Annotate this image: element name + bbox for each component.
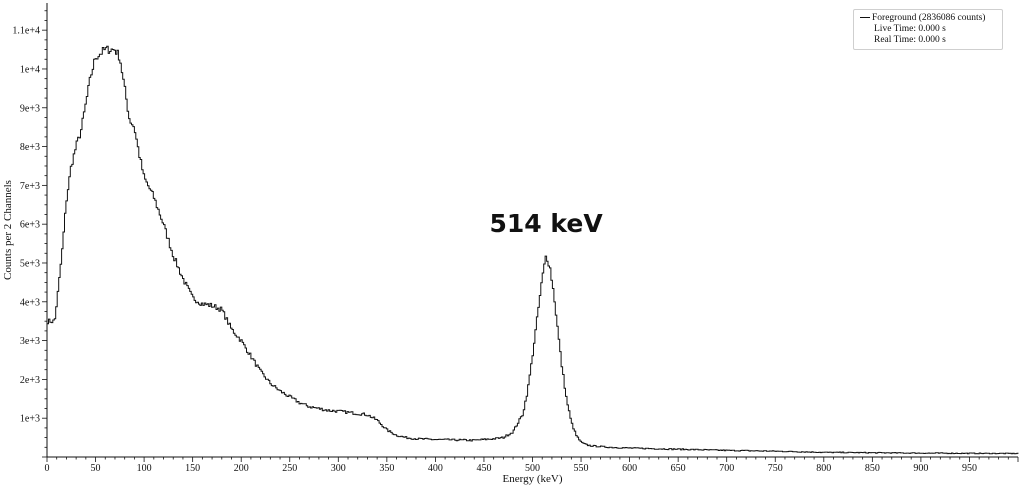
x-tick-label: 150	[185, 463, 200, 474]
x-tick-label: 350	[379, 463, 394, 474]
x-tick-label: 800	[816, 463, 831, 474]
legend-live-time: Live Time: 0.000 s	[874, 24, 946, 34]
y-tick-label: 5e+3	[20, 258, 40, 269]
x-tick-label: 600	[622, 463, 637, 474]
y-tick-label: 9e+3	[20, 103, 40, 114]
x-tick-label: 450	[476, 463, 491, 474]
y-tick-label: 1.1e+4	[12, 26, 40, 37]
y-tick-label: 7e+3	[20, 181, 40, 192]
y-tick-label: 2e+3	[20, 375, 40, 386]
x-tick-label: 100	[137, 463, 152, 474]
y-tick-label: 1e+3	[20, 414, 40, 425]
legend-real-time: Real Time: 0.000 s	[874, 35, 946, 45]
legend-entry-foreground: Foreground (2836086 counts)	[860, 13, 996, 24]
y-axis-title: Counts per 2 Channels	[2, 180, 14, 280]
x-tick-label: 300	[331, 463, 346, 474]
x-tick-label: 50	[91, 463, 101, 474]
x-tick-label: 0	[45, 463, 50, 474]
y-tick-label: 6e+3	[20, 220, 40, 231]
x-tick-label: 850	[865, 463, 880, 474]
x-tick-label: 950	[962, 463, 977, 474]
x-tick-label: 650	[671, 463, 686, 474]
x-tick-label: 500	[525, 463, 540, 474]
x-tick-label: 400	[428, 463, 443, 474]
x-tick-label: 250	[282, 463, 297, 474]
y-tick-label: 1e+4	[20, 64, 40, 75]
series-line-foreground	[47, 45, 1019, 455]
y-axis-ticks: 1e+3 2e+3 3e+3 4e+3 5e+3 6e+3 7e+3 8e+3 9e+3 1e+4…	[12, 10, 47, 458]
legend-label-foreground: Foreground (2836086 counts)	[872, 13, 986, 23]
y-tick-label: 3e+3	[20, 336, 40, 347]
x-tick-label: 900	[913, 463, 928, 474]
x-tick-label: 750	[768, 463, 783, 474]
x-tick-label: 200	[234, 463, 249, 474]
legend-line-swatch	[860, 17, 870, 19]
y-tick-label: 8e+3	[20, 142, 40, 153]
y-tick-label: 4e+3	[20, 297, 40, 308]
x-axis-ticks: 0 50 100 150 200 250 300 350 400 450 500 550 600 650 7…	[45, 457, 1019, 474]
x-tick-label: 550	[574, 463, 589, 474]
x-axis-title: Energy (keV)	[503, 473, 563, 485]
chart-legend: Foreground (2836086 counts) Live Time: 0…	[853, 9, 1003, 50]
x-tick-label: 700	[719, 463, 734, 474]
peak-annotation: 514 keV	[490, 209, 604, 238]
